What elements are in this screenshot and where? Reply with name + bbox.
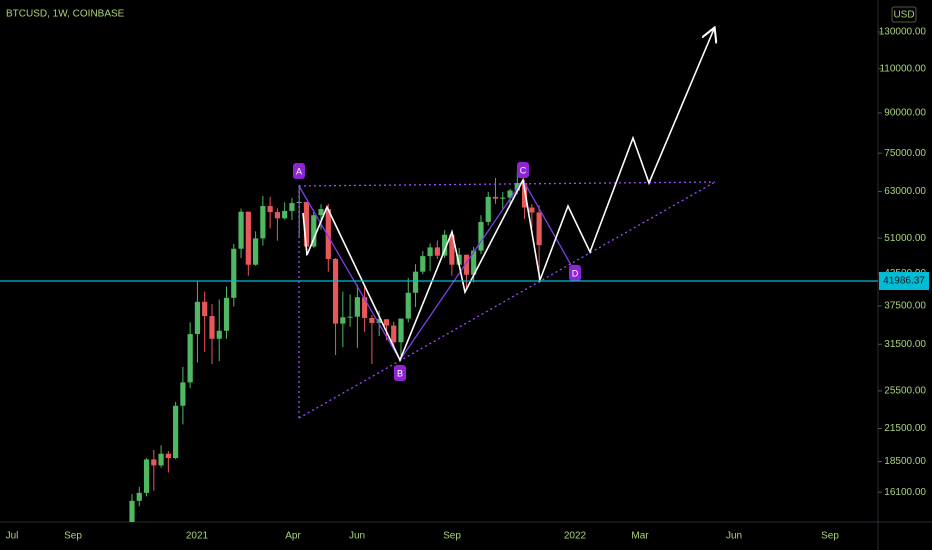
point-label: C xyxy=(520,165,527,175)
point-label: B xyxy=(397,368,403,378)
candle-body xyxy=(427,247,433,257)
point-marker xyxy=(569,265,581,281)
candle-body xyxy=(289,203,295,211)
point-label: D xyxy=(572,268,579,278)
y-tick-label: 21500.00 xyxy=(884,423,926,434)
abcd-pattern xyxy=(298,178,576,362)
candle-body xyxy=(521,183,528,208)
candle-body xyxy=(500,197,506,199)
candle-body xyxy=(340,317,346,324)
candle-body xyxy=(398,318,404,343)
candle-body xyxy=(274,212,280,219)
resistance-line xyxy=(298,181,716,187)
candle-body xyxy=(383,319,390,326)
candle-body xyxy=(391,325,397,343)
candle-body xyxy=(325,209,331,259)
y-tick-label: 130000.00 xyxy=(879,27,927,38)
y-tick-label: 18500.00 xyxy=(884,456,926,467)
candle-body xyxy=(245,211,251,265)
candle-body xyxy=(209,316,215,339)
candle-body xyxy=(143,459,150,493)
candles xyxy=(129,171,542,522)
drawings xyxy=(298,29,716,419)
candle-body xyxy=(151,459,157,466)
y-tick-label: 16100.00 xyxy=(884,487,926,498)
candle-body xyxy=(136,492,142,501)
candle-body xyxy=(514,183,520,191)
projection-path xyxy=(302,29,714,362)
candle-body xyxy=(369,317,375,323)
point-label: A xyxy=(296,166,302,176)
candle-body xyxy=(412,271,419,293)
y-tick-label: 51000.00 xyxy=(884,233,926,244)
x-tick-label: Jun xyxy=(349,531,365,542)
candle-body xyxy=(318,209,324,216)
candle-body xyxy=(434,247,440,256)
candle-body xyxy=(216,330,222,339)
chart-title: BTCUSD, 1W, COINBASE xyxy=(6,9,125,20)
candle-body xyxy=(165,453,171,459)
candle-body xyxy=(405,292,411,319)
x-tick-label: Sep xyxy=(64,531,82,542)
candle-body xyxy=(449,234,455,265)
candle-body xyxy=(129,500,135,522)
y-tick-label: 90000.00 xyxy=(884,108,926,119)
candle-body xyxy=(456,254,462,265)
candle-body xyxy=(194,301,201,335)
candle-body xyxy=(362,297,368,318)
candle-body xyxy=(267,206,273,213)
y-tick-label: 110000.00 xyxy=(879,63,926,74)
candle-body xyxy=(260,206,266,239)
candle-body xyxy=(332,258,339,324)
x-tick-label: Mar xyxy=(631,531,649,542)
candle-body xyxy=(420,256,426,272)
y-tick-label: 63000.00 xyxy=(884,186,926,197)
currency: USD xyxy=(893,10,914,21)
candle-body xyxy=(471,250,477,275)
candle-body xyxy=(303,201,310,247)
x-tick-label: 2021 xyxy=(186,531,209,542)
candle-body xyxy=(282,210,288,219)
point-marker xyxy=(517,162,529,178)
y-tick-label: 37500.00 xyxy=(884,301,926,312)
currency-box xyxy=(891,6,917,23)
candle-body xyxy=(223,297,230,331)
candle-body xyxy=(492,196,499,199)
candle-body xyxy=(529,207,535,213)
y-tick-label: 75000.00 xyxy=(884,148,926,159)
y-tick-label: 25500.00 xyxy=(884,385,926,396)
x-tick-label: Jul xyxy=(6,531,19,542)
candle-body xyxy=(173,405,179,459)
candle-body xyxy=(158,453,164,466)
candle-body xyxy=(180,382,186,406)
candle-body xyxy=(187,334,193,383)
x-tick-label: Sep xyxy=(443,531,461,542)
candle-body xyxy=(231,248,237,298)
x-tick-label: Jun xyxy=(726,531,742,542)
point-marker xyxy=(293,163,305,179)
candle-body xyxy=(202,301,208,317)
annotations: A B C D xyxy=(293,162,581,381)
candle-body xyxy=(536,212,542,246)
candle-body xyxy=(311,215,317,247)
candle-body xyxy=(376,319,382,323)
x-tick-label: 2022 xyxy=(564,531,587,542)
candle-body xyxy=(252,238,259,265)
price-label: 41986.37 xyxy=(883,276,925,287)
candle-body xyxy=(442,234,448,256)
candle-body xyxy=(463,254,470,275)
candle-body xyxy=(478,221,484,251)
candle-body xyxy=(507,190,513,198)
y-tick-label: 31500.00 xyxy=(884,339,926,350)
price-label-box xyxy=(879,271,929,290)
candle-body xyxy=(238,211,244,249)
point-marker xyxy=(394,365,406,381)
candle-body xyxy=(485,196,491,222)
candle-body xyxy=(354,297,360,317)
x-tick-label: Sep xyxy=(821,531,839,542)
x-tick-label: Apr xyxy=(285,531,301,542)
candle-body xyxy=(347,316,353,318)
